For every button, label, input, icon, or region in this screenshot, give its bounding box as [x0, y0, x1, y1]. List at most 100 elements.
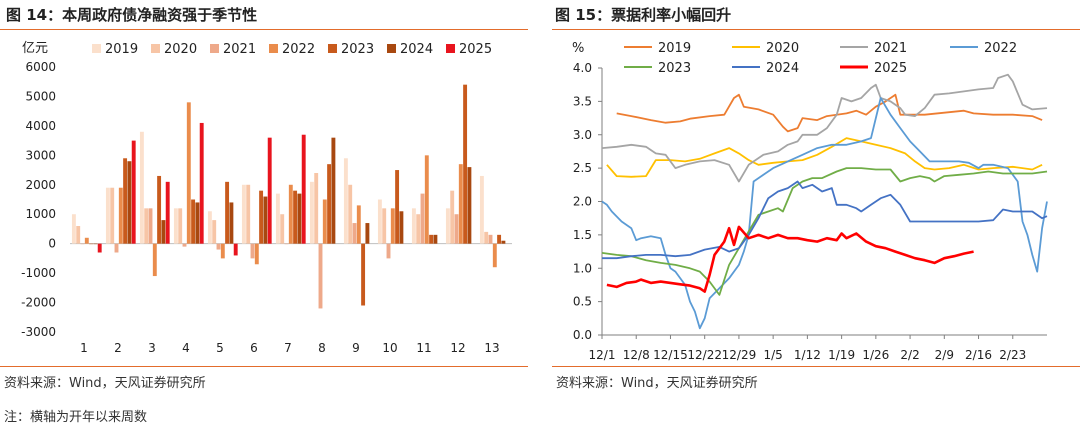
bar-x-tick-label: 11: [416, 341, 431, 355]
bar-y-tick-label: 2000: [25, 178, 56, 192]
line-legend-label-2021: 2021: [874, 41, 907, 56]
bar-y-tick-label: 0: [48, 237, 56, 251]
line-y-tick-label: 0.5: [573, 295, 592, 309]
bar-2024-week-8: [331, 137, 336, 244]
bar-x-tick-label: 10: [382, 341, 397, 355]
bar-2019-week-4: [173, 208, 178, 244]
bar-2020-week-8: [314, 173, 319, 244]
line-x-tick-label: 12/29: [722, 348, 757, 362]
bar-2024-week-12: [467, 167, 472, 244]
bar-2023-week-13: [497, 234, 502, 244]
bar-legend-swatch-2024: [387, 44, 396, 53]
bar-2019-week-11: [411, 208, 416, 244]
bar-2023-week-11: [429, 234, 434, 244]
bar-2024-week-1: [93, 243, 98, 245]
bar-2025-week-3: [165, 181, 170, 244]
line-y-unit-label: %: [572, 41, 584, 56]
bar-legend-swatch-2020: [151, 44, 160, 53]
bar-2019-week-5: [207, 211, 212, 244]
bar-2023-week-6: [259, 190, 264, 244]
bar-2025-week-7: [301, 134, 306, 244]
bar-2019-week-8: [309, 181, 314, 244]
bar-2020-week-10: [382, 208, 387, 244]
bar-legend-label-2019: 2019: [105, 42, 138, 57]
line-x-tick-label: 2/2: [900, 348, 919, 362]
bar-2020-week-11: [416, 214, 421, 244]
bar-2019-week-9: [343, 158, 348, 244]
line-series-2020: [606, 137, 1043, 178]
bar-2021-week-2: [114, 243, 119, 253]
bar-2021-week-9: [352, 223, 357, 244]
bar-2020-week-6: [246, 184, 251, 244]
bar-2022-week-9: [356, 205, 361, 244]
left-title-rule: [0, 29, 528, 30]
bar-2025-week-5: [233, 243, 238, 256]
line-legend-label-2020: 2020: [766, 41, 799, 56]
line-y-tick-label: 1.5: [573, 228, 592, 242]
line-series-2023: [601, 167, 1048, 296]
bar-y-tick-label: 4000: [25, 119, 56, 133]
bar-2020-week-2: [110, 187, 115, 244]
bar-2023-week-9: [361, 243, 366, 306]
right-source: 资料来源：Wind，天风证券研究所: [556, 376, 758, 391]
line-legend-label-2025: 2025: [874, 61, 907, 76]
left-source: 资料来源：Wind，天风证券研究所: [4, 376, 206, 391]
bar-2021-week-10: [386, 243, 391, 259]
line-y-tick-label: 1.0: [573, 261, 592, 275]
bar-2025-week-2: [131, 140, 136, 244]
bar-x-tick-label: 9: [352, 341, 360, 355]
bar-2022-week-13: [492, 243, 497, 268]
bar-legend-swatch-2022: [269, 44, 278, 53]
bar-2024-week-7: [297, 193, 302, 244]
bar-y-tick-label: 3000: [25, 148, 56, 162]
bar-2025-week-4: [199, 122, 204, 244]
bar-2022-week-7: [288, 184, 293, 244]
bar-2021-week-8: [318, 243, 323, 309]
bar-2024-week-3: [161, 220, 166, 244]
line-x-tick-label: 2/23: [999, 348, 1026, 362]
line-x-tick-label: 12/22: [687, 348, 722, 362]
bar-2019-week-2: [105, 187, 110, 244]
bar-2024-week-5: [229, 202, 234, 244]
line-x-tick-label: 1/12: [794, 348, 821, 362]
bar-x-tick-label: 4: [182, 341, 190, 355]
bar-2022-week-5: [220, 243, 225, 259]
bar-2022-week-11: [424, 155, 429, 244]
footnote: 注：横轴为开年以来周数: [4, 410, 148, 425]
line-y-tick-label: 4.0: [573, 61, 592, 75]
bar-2024-week-10: [399, 211, 404, 244]
bar-2021-week-11: [420, 193, 425, 244]
bar-2019-week-6: [241, 184, 246, 244]
bar-2021-week-7: [284, 243, 289, 245]
bar-2020-week-3: [144, 208, 149, 244]
bar-2021-week-13: [488, 234, 493, 244]
bar-y-tick-label: -1000: [21, 266, 56, 280]
bar-2024-week-6: [263, 196, 268, 244]
line-y-tick-label: 2.0: [573, 195, 592, 209]
bar-y-tick-label: 6000: [25, 60, 56, 74]
bar-2019-week-12: [445, 208, 450, 244]
bar-2022-week-8: [322, 199, 327, 244]
bar-2023-week-1: [89, 243, 94, 245]
line-legend-label-2024: 2024: [766, 61, 799, 76]
bar-2021-week-5: [216, 243, 221, 250]
line-x-tick-label: 1/5: [763, 348, 782, 362]
line-series-2019: [616, 93, 1043, 133]
bar-2020-week-4: [178, 208, 183, 244]
bar-2020-week-5: [212, 220, 217, 244]
bar-2023-week-2: [123, 158, 128, 244]
line-series-2022: [601, 97, 1048, 330]
line-x-tick-label: 2/9: [935, 348, 954, 362]
bar-chart: 亿元 2019 2020 2021 2022 2023 2024 2025-3000-2000…: [21, 41, 512, 355]
line-y-tick-label: 0.0: [573, 328, 592, 342]
bar-2022-week-12: [458, 164, 463, 244]
bar-2022-week-2: [118, 187, 123, 244]
bar-2019-week-3: [139, 131, 144, 244]
bar-legend-swatch-2025: [446, 44, 455, 53]
bar-x-tick-label: 3: [148, 341, 156, 355]
bar-x-tick-label: 1: [80, 341, 88, 355]
line-x-tick-label: 12/8: [623, 348, 650, 362]
bar-2019-week-10: [377, 199, 382, 244]
bar-legend-label-2024: 2024: [400, 42, 433, 57]
bar-legend-label-2020: 2020: [164, 42, 197, 57]
